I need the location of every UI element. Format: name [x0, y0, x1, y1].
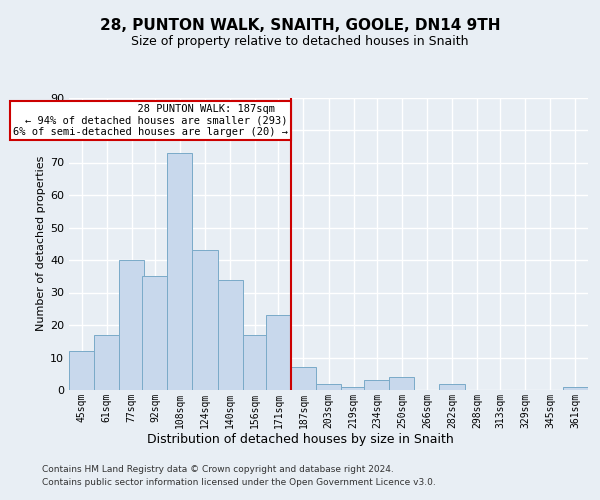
Text: Size of property relative to detached houses in Snaith: Size of property relative to detached ho… — [131, 35, 469, 48]
Bar — [563, 387, 588, 390]
Bar — [193, 250, 218, 390]
Y-axis label: Number of detached properties: Number of detached properties — [36, 156, 46, 332]
Bar — [218, 280, 242, 390]
Text: Contains HM Land Registry data © Crown copyright and database right 2024.: Contains HM Land Registry data © Crown c… — [42, 466, 394, 474]
Bar — [242, 335, 268, 390]
Bar — [316, 384, 341, 390]
Bar — [94, 335, 119, 390]
Text: Contains public sector information licensed under the Open Government Licence v3: Contains public sector information licen… — [42, 478, 436, 487]
Bar — [341, 387, 366, 390]
Bar — [266, 316, 291, 390]
Bar — [167, 153, 193, 390]
Bar — [389, 377, 415, 390]
Bar — [142, 276, 167, 390]
Text: 28 PUNTON WALK: 187sqm  
← 94% of detached houses are smaller (293)
6% of semi-d: 28 PUNTON WALK: 187sqm ← 94% of detached… — [13, 104, 288, 137]
Bar — [439, 384, 464, 390]
Text: 28, PUNTON WALK, SNAITH, GOOLE, DN14 9TH: 28, PUNTON WALK, SNAITH, GOOLE, DN14 9TH — [100, 18, 500, 32]
Bar — [291, 367, 316, 390]
Bar — [364, 380, 389, 390]
Text: Distribution of detached houses by size in Snaith: Distribution of detached houses by size … — [146, 432, 454, 446]
Bar — [119, 260, 144, 390]
Bar — [69, 351, 94, 390]
